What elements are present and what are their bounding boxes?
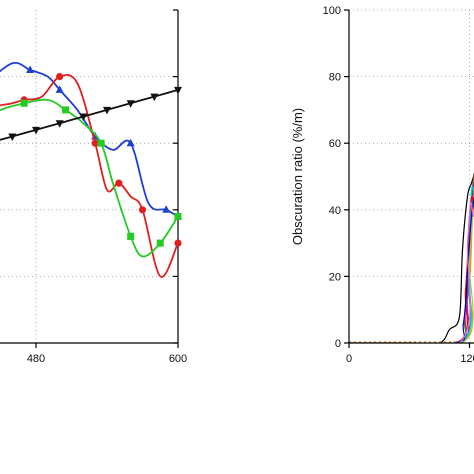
series-line-2: [349, 182, 474, 343]
data-point: [126, 138, 135, 147]
data-point: [97, 139, 105, 147]
data-point: [55, 120, 64, 128]
data-point: [174, 212, 182, 220]
series-line-0: [0, 61, 179, 218]
series-line-11: [349, 201, 474, 343]
series-line-4: [349, 201, 474, 343]
data-point: [91, 139, 99, 147]
series-line-0: [349, 172, 474, 343]
data-point: [8, 133, 17, 142]
data-point: [156, 239, 164, 247]
plot-area: [349, 172, 474, 343]
series-line-5: [349, 198, 474, 343]
data-point: [126, 100, 135, 108]
data-point: [103, 106, 111, 115]
series-line-8: [349, 195, 474, 343]
x-tick-label: 120: [460, 353, 474, 365]
series-line-7: [349, 186, 474, 343]
series-line-3: [349, 182, 474, 343]
x-tick-label: 0: [346, 353, 352, 365]
series-line-10: [349, 195, 474, 343]
y-tick-label: 80: [329, 72, 341, 84]
data-point: [79, 113, 88, 122]
data-point: [174, 86, 182, 95]
y-tick-label: 40: [329, 205, 341, 217]
y-tick-label: 20: [329, 271, 341, 283]
data-point: [115, 179, 123, 187]
data-point: [26, 65, 35, 73]
x-tick-label: 600: [169, 353, 187, 365]
data-point: [20, 99, 28, 107]
left-line-chart: 0480600: [0, 9, 187, 365]
data-point: [56, 73, 64, 81]
data-point: [62, 106, 70, 114]
data-point: [55, 85, 64, 93]
x-tick-label: 480: [27, 353, 45, 365]
data-point: [162, 205, 171, 213]
series-line-6: [349, 173, 474, 343]
y-tick-label: 60: [329, 138, 341, 150]
data-point: [174, 239, 182, 247]
series-line-3: [0, 89, 179, 141]
y-tick-label: 100: [323, 5, 341, 17]
data-point: [32, 126, 40, 135]
y-axis-label: Obscuration ratio (%/m): [290, 108, 305, 245]
data-point: [127, 232, 135, 240]
data-point: [138, 206, 147, 214]
series-line-1: [349, 181, 474, 343]
y-tick-label: 0: [335, 338, 341, 350]
right-line-chart: 0 20 40 60 80 100 0 120 Obscuration ratio (%/m): [290, 5, 474, 365]
plot-area: [0, 61, 182, 278]
data-point: [150, 93, 159, 102]
